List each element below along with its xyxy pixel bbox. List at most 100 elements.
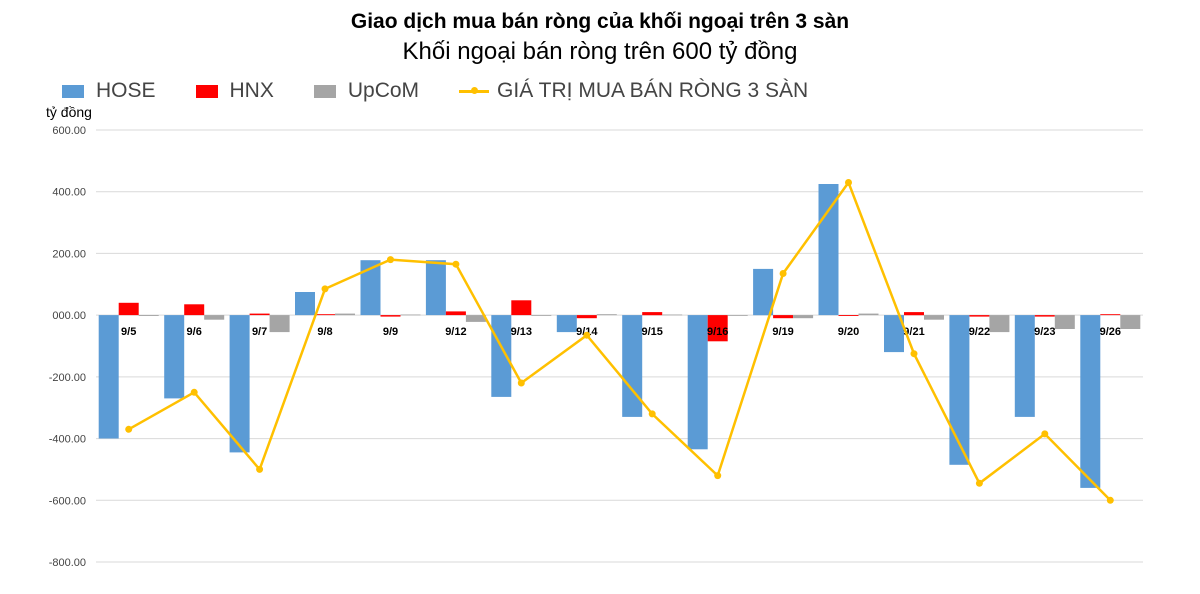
chart-title: Giao dịch mua bán ròng của khối ngoại tr… [350,10,850,33]
bar-hose [556,315,577,333]
bar-upcom [204,315,225,320]
legend-label-hnx: HNX [229,79,274,102]
bar-upcom [662,314,683,316]
net-value-point [452,260,460,268]
bar-upcom [1120,315,1141,329]
x-tick-label: 9/5 [121,326,136,338]
legend-swatch-net-value [459,86,490,94]
bar-hose [1014,315,1035,417]
bar-upcom [858,313,879,316]
x-tick-label: 9/6 [187,326,202,338]
y-tick-label: 400.00 [52,187,86,199]
bar-upcom [727,315,748,316]
bar-hnx [1100,314,1121,316]
x-tick-label: 9/19 [772,326,793,338]
bar-hnx [184,304,205,316]
bar-hose [164,315,185,399]
net-value-point [648,410,656,418]
legend: HOSE HNX UpCoM GIÁ TRỊ MUA BÁN RÒNG 3 SÀ… [62,78,848,104]
legend-swatch-upcom [313,84,336,98]
net-value-point [387,256,394,264]
x-tick-label: 9/15 [641,326,662,338]
net-value-point [714,472,722,480]
bar-hose [753,268,774,316]
legend-label-upcom: UpCoM [347,79,420,102]
bar-hnx [773,315,794,319]
y-tick-label: 000.00 [52,310,86,322]
y-tick-label: -400.00 [49,434,86,446]
bar-hose [622,315,643,417]
net-value-point [1106,496,1114,504]
bar-hnx [969,315,990,317]
legend-label-hose: HOSE [96,79,156,102]
legend-item-upcom: UpCoM [313,79,420,103]
legend-label-net-value: GIÁ TRỊ MUA BÁN RÒNG 3 SÀN [497,79,809,102]
bar-upcom [596,314,617,316]
bar-upcom [465,315,486,322]
net-value-point [583,331,591,339]
net-value-point [975,479,983,487]
net-value-point [256,465,264,473]
legend-swatch-hnx [195,84,218,98]
bar-upcom [989,315,1010,333]
x-tick-label: 9/8 [317,326,332,338]
bar-hnx [315,314,335,316]
chart-subtitle: Khối ngoại bán ròng trên 600 tỷ đồng [402,38,798,65]
bar-upcom [138,315,159,316]
bar-hnx [838,315,859,316]
x-tick-label: 9/20 [838,326,859,338]
bar-upcom [793,315,814,319]
bar-hnx [1034,315,1055,317]
y-tick-label: 200.00 [52,248,86,260]
x-tick-label: 9/16 [707,326,728,338]
bar-hose [425,260,446,316]
net-value-point [779,270,787,277]
bar-upcom [924,315,944,320]
x-tick-label: 9/21 [903,326,924,338]
y-tick-label: -600.00 [49,495,86,507]
bar-upcom [400,314,421,316]
x-tick-label: 9/23 [1034,326,1055,338]
bar-hnx [576,315,597,319]
bar-hose [1080,315,1101,488]
bar-hnx [249,313,270,316]
net-value-point [845,179,852,186]
bar-hnx [118,302,139,316]
bar-hnx [642,312,663,316]
bar-hose [229,315,250,453]
bar-upcom [335,313,355,316]
bar-hnx [445,311,466,316]
y-axis-unit-label: tỷ đồng [46,104,92,120]
bar-hose [687,315,708,450]
x-tick-label: 9/12 [445,326,466,338]
net-value-point [517,379,525,387]
bar-hose [818,184,839,316]
x-tick-label: 9/7 [252,326,267,338]
bar-upcom [531,315,552,316]
x-tick-label: 9/9 [383,326,398,338]
legend-item-hnx: HNX [195,79,274,103]
x-tick-label: 9/26 [1100,326,1121,338]
bar-hnx [380,315,401,317]
x-tick-label: 9/13 [511,326,532,338]
bar-hose [98,315,119,439]
net-value-point [321,285,329,293]
legend-item-hose: HOSE [62,79,156,103]
bar-hose [360,260,381,316]
bar-upcom [269,315,290,333]
net-value-line [128,179,1112,502]
net-value-point [910,350,918,358]
x-tick-label: 9/22 [969,326,990,338]
bar-upcom [1054,315,1075,329]
bar-hose [491,315,512,397]
y-tick-label: -800.00 [49,557,86,569]
y-tick-label: 600.00 [52,125,86,137]
y-tick-label: -200.00 [49,372,86,384]
net-value-point [190,388,198,396]
bar-hnx [904,312,924,316]
net-value-point [125,425,133,433]
bar-hnx [511,300,532,316]
bar-hose [295,292,315,316]
legend-item-net-value: GIÁ TRỊ MUA BÁN RÒNG 3 SÀN [459,79,808,103]
